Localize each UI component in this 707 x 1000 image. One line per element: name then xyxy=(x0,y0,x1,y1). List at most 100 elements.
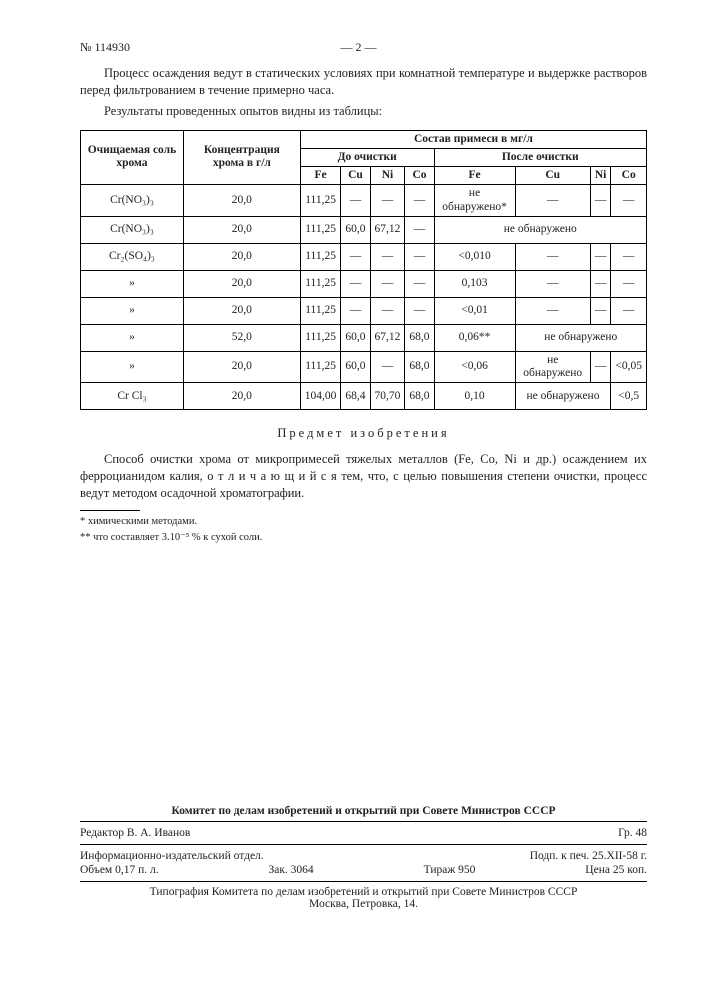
table-cell: 111,25 xyxy=(300,351,341,382)
table-cell: — xyxy=(611,297,647,324)
table-cell: <0,01 xyxy=(434,297,515,324)
table-cell: 60,0 xyxy=(341,351,370,382)
results-table: Очищаемая соль хрома Концентрация хрома … xyxy=(80,130,647,411)
table-cell: — xyxy=(590,297,611,324)
table-cell: 0,10 xyxy=(434,383,515,410)
footnote-2: ** что составляет 3.10⁻⁵ % к сухой соли. xyxy=(80,531,647,545)
table-cell: — xyxy=(341,270,370,297)
imprint-volume: Объем 0,17 п. л. xyxy=(80,864,159,876)
imprint-dept: Информационно-издательский отдел. xyxy=(80,850,264,862)
footnote-divider xyxy=(80,510,140,511)
table-cell: » xyxy=(81,270,184,297)
table-cell: 111,25 xyxy=(300,243,341,270)
table-row: Cr₂(SO₄)₃20,0111,25———<0,010——— xyxy=(81,243,647,270)
th-el: Cu xyxy=(341,167,370,185)
table-cell: 60,0 xyxy=(341,216,370,243)
table-cell: 68,0 xyxy=(405,383,434,410)
table-cell: 104,00 xyxy=(300,383,341,410)
table-cell: Cr(NO₃)₃ xyxy=(81,216,184,243)
table-cell: — xyxy=(405,270,434,297)
imprint-committee: Комитет по делам изобретений и открытий … xyxy=(80,805,647,817)
table-cell: » xyxy=(81,351,184,382)
table-cell: Cr₂(SO₄)₃ xyxy=(81,243,184,270)
imprint-tiraj: Тираж 950 xyxy=(424,864,476,876)
table-cell: не обнаружено xyxy=(515,324,646,351)
table-cell: 111,25 xyxy=(300,270,341,297)
table-cell: 20,0 xyxy=(183,351,300,382)
th-comp: Состав примеси в мг/л xyxy=(300,130,646,148)
th-el: Co xyxy=(405,167,434,185)
table-cell: — xyxy=(611,243,647,270)
table-cell: 68,4 xyxy=(341,383,370,410)
table-cell: — xyxy=(515,243,590,270)
table-cell: — xyxy=(611,185,647,216)
table-cell: 0,06** xyxy=(434,324,515,351)
table-cell: <0,010 xyxy=(434,243,515,270)
table-cell: 20,0 xyxy=(183,297,300,324)
table-cell: 67,12 xyxy=(370,324,405,351)
table-cell: — xyxy=(405,185,434,216)
table-cell: — xyxy=(370,270,405,297)
table-row: »20,0111,25———0,103——— xyxy=(81,270,647,297)
imprint-block: Комитет по делам изобретений и открытий … xyxy=(80,805,647,910)
imprint-order: Зак. 3064 xyxy=(268,864,313,876)
table-cell: не обнаружено xyxy=(515,351,590,382)
table-cell: 60,0 xyxy=(341,324,370,351)
table-cell: — xyxy=(611,270,647,297)
table-cell: 111,25 xyxy=(300,216,341,243)
table-cell: <0,05 xyxy=(611,351,647,382)
table-cell: — xyxy=(370,243,405,270)
table-cell: » xyxy=(81,324,184,351)
table-cell: — xyxy=(405,216,434,243)
table-cell: — xyxy=(370,297,405,324)
table-row: Cr(NO₃)₃20,0111,2560,067,12—не обнаружен… xyxy=(81,216,647,243)
table-row: Cr(NO₃)₃20,0111,25———не обнаружено*——— xyxy=(81,185,647,216)
table-cell: — xyxy=(590,185,611,216)
table-cell: 20,0 xyxy=(183,185,300,216)
th-conc: Концентрация хрома в г/л xyxy=(183,130,300,185)
imprint-typo2: Москва, Петровка, 14. xyxy=(80,898,647,910)
table-cell: Cr(NO₃)₃ xyxy=(81,185,184,216)
table-cell: — xyxy=(590,270,611,297)
table-cell: — xyxy=(341,185,370,216)
table-row: »20,0111,2560,0—68,0<0,06не обнаружено—<… xyxy=(81,351,647,382)
th-el: Ni xyxy=(370,167,405,185)
table-cell: — xyxy=(341,243,370,270)
table-row: Cr Cl₃20,0104,0068,470,7068,00,10не обна… xyxy=(81,383,647,410)
table-cell: 20,0 xyxy=(183,383,300,410)
th-salt: Очищаемая соль хрома xyxy=(81,130,184,185)
th-after: После очистки xyxy=(434,148,646,166)
th-el: Co xyxy=(611,167,647,185)
table-cell: 67,12 xyxy=(370,216,405,243)
subject-title: Предмет изобретения xyxy=(80,426,647,441)
table-cell: не обнаружено xyxy=(515,383,611,410)
footnote-1: * химическими методами. xyxy=(80,515,647,529)
th-el: Fe xyxy=(300,167,341,185)
imprint-signed: Подп. к печ. 25.XII-58 г. xyxy=(530,850,647,862)
table-cell: 68,0 xyxy=(405,351,434,382)
table-cell: — xyxy=(515,297,590,324)
table-cell: 111,25 xyxy=(300,185,341,216)
table-cell: 111,25 xyxy=(300,297,341,324)
table-cell: 20,0 xyxy=(183,216,300,243)
table-cell: — xyxy=(590,351,611,382)
th-before: До очистки xyxy=(300,148,434,166)
imprint-editor: Редактор В. А. Иванов xyxy=(80,827,190,839)
table-cell: Cr Cl₃ xyxy=(81,383,184,410)
table-cell: 0,103 xyxy=(434,270,515,297)
table-cell: — xyxy=(405,297,434,324)
th-el: Fe xyxy=(434,167,515,185)
table-cell: — xyxy=(590,243,611,270)
paragraph-claim: Способ очистки хрома от микропримесей тя… xyxy=(80,451,647,502)
table-cell: — xyxy=(515,270,590,297)
imprint-group: Гр. 48 xyxy=(618,827,647,839)
table-cell: — xyxy=(370,351,405,382)
table-cell: — xyxy=(370,185,405,216)
table-cell: — xyxy=(341,297,370,324)
table-cell: » xyxy=(81,297,184,324)
paragraph-1: Процесс осаждения ведут в статических ус… xyxy=(80,65,647,99)
doc-number: № 114930 xyxy=(80,40,130,55)
table-cell: 20,0 xyxy=(183,270,300,297)
th-el: Cu xyxy=(515,167,590,185)
table-row: »52,0111,2560,067,1268,00,06**не обнаруж… xyxy=(81,324,647,351)
